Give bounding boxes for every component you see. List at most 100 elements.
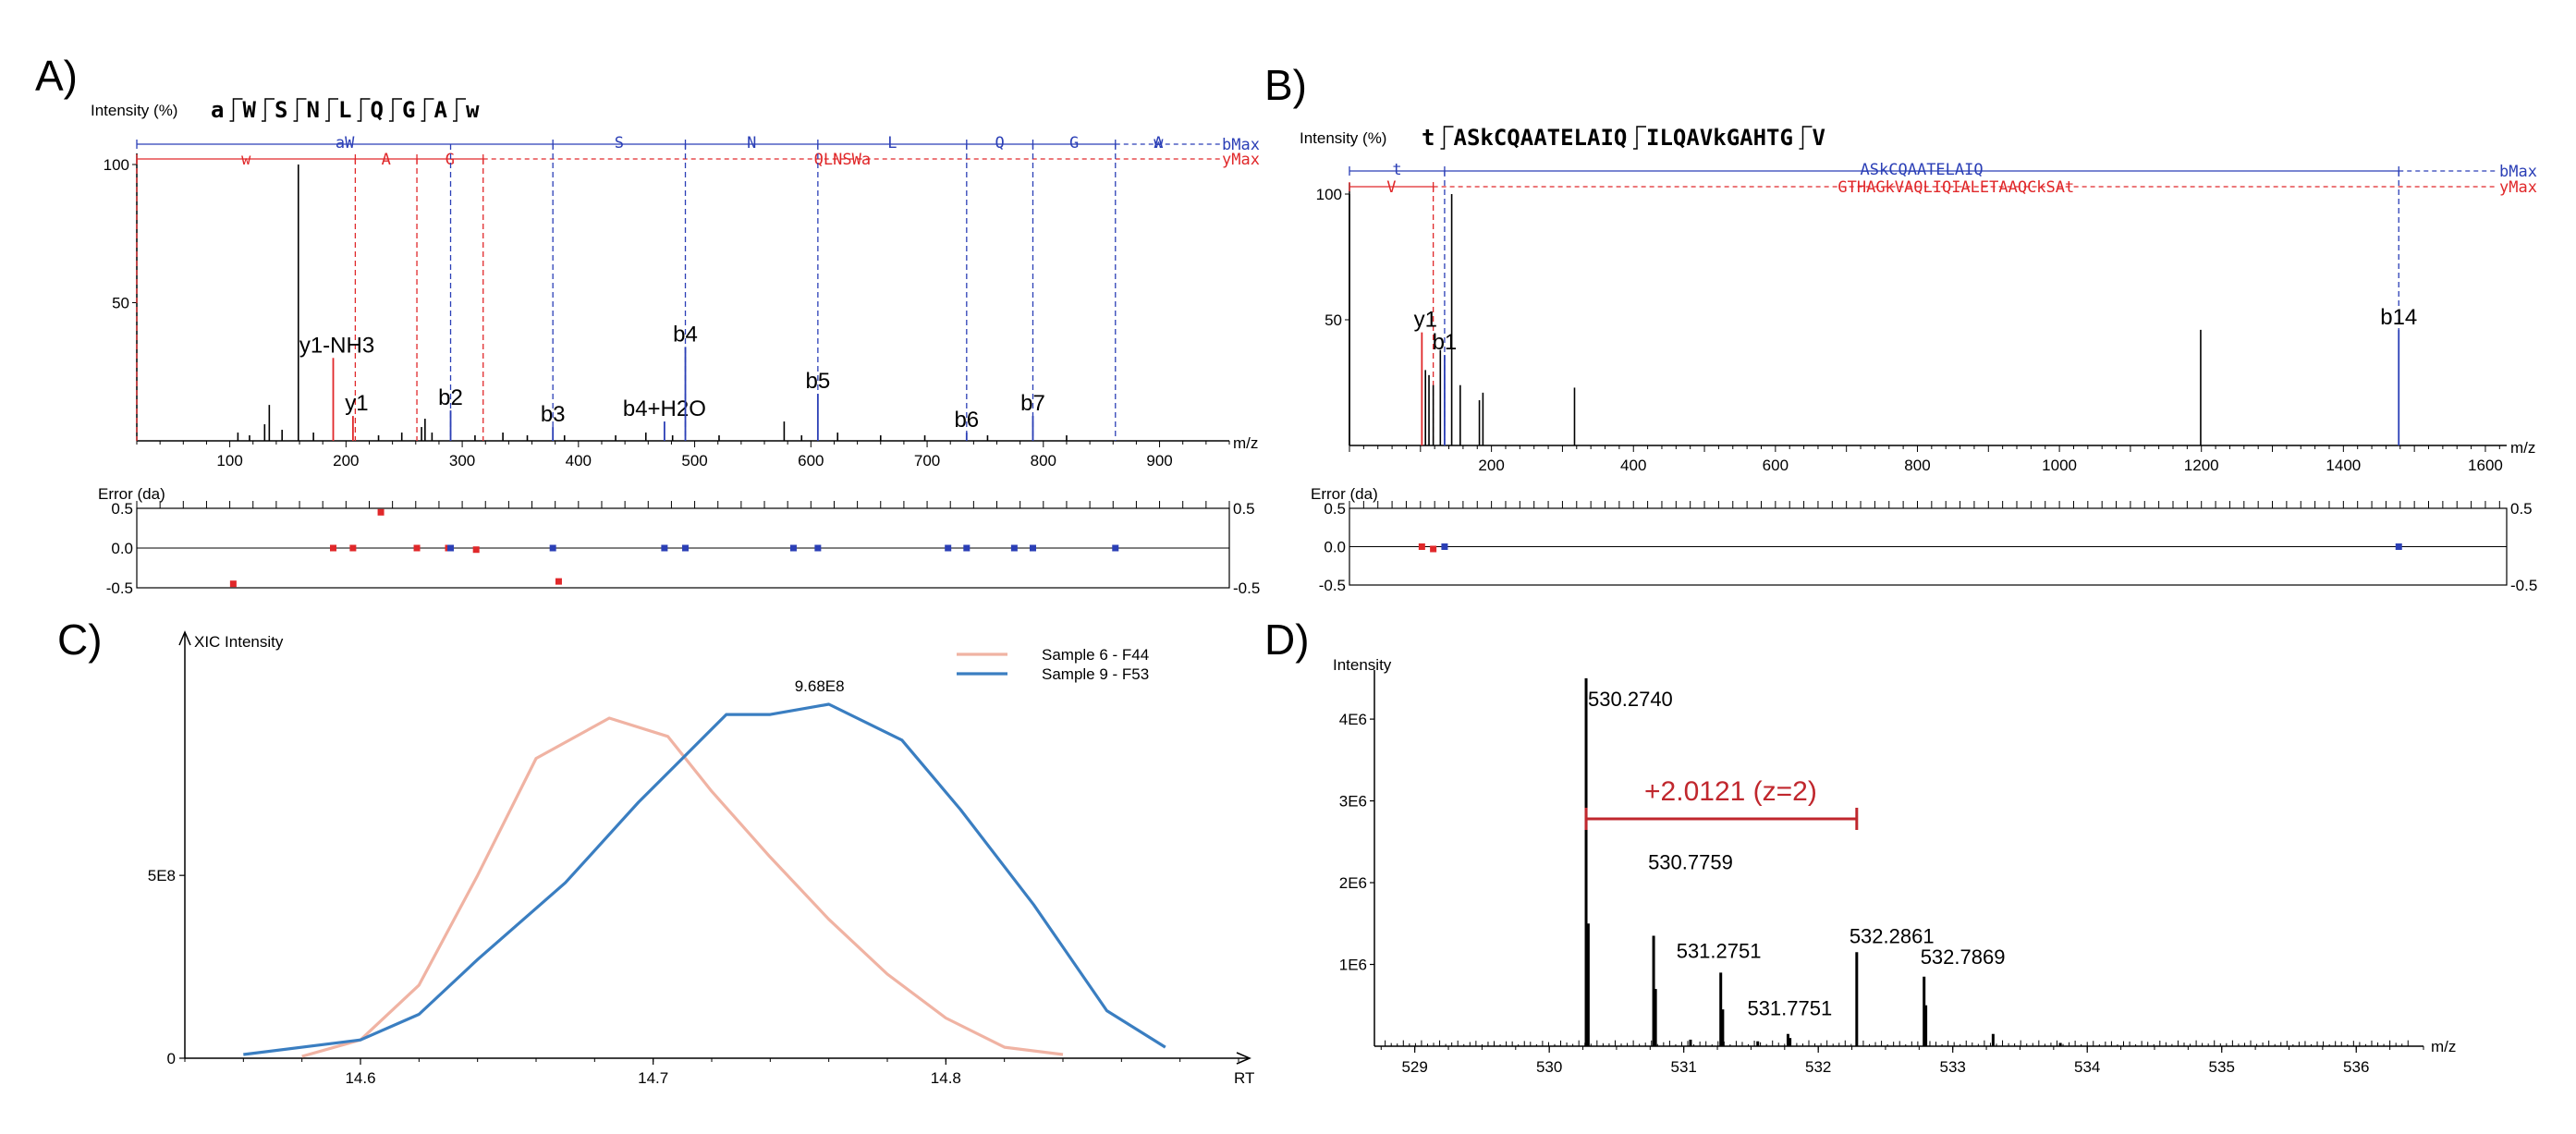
x-tick-label: 536 (2343, 1058, 2369, 1076)
b-error-point (1010, 544, 1018, 552)
y-ion-label: y1 (345, 391, 368, 416)
b-ladder-label: bMax (1222, 136, 1260, 154)
peak-mz-label: 530.7759 (1648, 851, 1733, 874)
b-ladder-residue: A (1154, 134, 1163, 152)
y-error-point (229, 580, 237, 588)
sequence-residue: A (434, 97, 448, 123)
x-tick-label: 1200 (2184, 457, 2219, 474)
error-right-tick-label: 0.5 (1233, 500, 1255, 518)
x-tick-label: 400 (566, 452, 592, 469)
y-ladder-residue: GTHAGkVAQLIQIALETAAQCkSAt (1837, 178, 2074, 197)
b-ladder-residue: t (1392, 161, 1401, 179)
x-axis-title: m/z (2431, 1038, 2456, 1055)
peak-mz-label: 531.2751 (1677, 939, 1762, 962)
x-tick-label: 800 (1904, 457, 1930, 474)
x-tick-label: 700 (914, 452, 940, 469)
x-tick-label: 535 (2209, 1058, 2235, 1076)
b-error-point (789, 544, 797, 552)
error-right-tick-label: 0.5 (2510, 500, 2533, 518)
b-error-point (1112, 544, 1119, 552)
error-y-tick-label: 0.0 (1324, 539, 1346, 556)
x-tick-label: 530 (1536, 1058, 1562, 1076)
cleavage-bracket (1799, 126, 1813, 150)
y-tick-label: 5E8 (148, 867, 176, 884)
error-y-tick-label: 0.5 (1324, 500, 1346, 518)
y-tick-label: 4E6 (1339, 711, 1367, 728)
y-tick-label: 3E6 (1339, 793, 1367, 811)
cleavage-bracket (262, 98, 275, 122)
sequence-residue: ASkCQAATELAIQ (1454, 125, 1628, 151)
b-error-point (682, 544, 690, 552)
sequence-residue: w (466, 97, 480, 123)
y-tick-label: 50 (112, 295, 129, 312)
x-tick-label: 14.7 (638, 1069, 668, 1087)
error-right-tick-label: -0.5 (2510, 577, 2537, 594)
b-ion-label: b1 (1433, 330, 1458, 355)
sequence-residue: V (1813, 125, 1825, 151)
sequence-residue: S (275, 97, 287, 123)
y-error-point (413, 544, 421, 552)
b-ladder-residue: w (1154, 134, 1164, 152)
b-error-point (963, 544, 971, 552)
y-ion-label: y1-NH3 (299, 333, 374, 358)
x-tick-label: 200 (333, 452, 359, 469)
cleavage-bracket (1633, 126, 1646, 150)
cleavage-bracket (1440, 126, 1454, 150)
y-error-point (1430, 545, 1437, 553)
cleavage-bracket (325, 98, 338, 122)
b-ion-label: b3 (541, 402, 566, 427)
panel-label-d: D) (1264, 616, 1310, 664)
error-axis-label: Error (da) (1311, 485, 1378, 503)
cleavage-bracket (421, 98, 434, 122)
x-tick-label: 800 (1031, 452, 1056, 469)
b-error-point (2395, 543, 2402, 550)
panel-c-xic: XIC Intensity RT 14.6 14.7 14.8 5E8 0 Sample 6 … (148, 630, 1254, 1087)
y-tick-label: 0 (167, 1050, 176, 1067)
x-tick-label: 200 (1478, 457, 1504, 474)
x-tick-label: 100 (216, 452, 242, 469)
error-y-tick-label: -0.5 (1319, 577, 1346, 594)
panel-label-b: B) (1264, 61, 1307, 109)
y-tick-label: 100 (104, 156, 129, 174)
b-ion-label: b14 (2380, 305, 2417, 330)
b-ion-label: b2 (438, 385, 463, 410)
x-tick-label: 14.8 (931, 1069, 961, 1087)
sequence-residue: Q (371, 97, 384, 123)
b-ion-label: b5 (806, 369, 831, 394)
peak-mz-label: 532.2861 (1850, 924, 1935, 947)
x-tick-label: 600 (1763, 457, 1789, 474)
y-error-point (330, 544, 337, 552)
b-ion-label: b4 (673, 322, 698, 347)
x-tick-label: 529 (1401, 1058, 1427, 1076)
y-error-point (377, 508, 385, 516)
sequence-residue: L (338, 97, 351, 123)
y-error-point (1418, 543, 1425, 550)
b-ladder-residue: N (747, 134, 756, 152)
y-error-point (472, 546, 480, 554)
sequence-residue: N (307, 97, 320, 123)
peak-mz-label: 530.2740 (1588, 688, 1673, 711)
b-error-point (549, 544, 556, 552)
x-axis-title: m/z (1233, 434, 1258, 452)
b-ion-label: b6 (954, 408, 979, 433)
y-ladder-residue: QLNSWa (814, 151, 871, 169)
peak-intensity-label: 9.68E8 (795, 677, 845, 695)
sequence-residue: W (243, 97, 257, 123)
y-tick-label: 100 (1316, 186, 1342, 203)
y-tick-label: 2E6 (1339, 874, 1367, 892)
b-ladder-label: bMax (2499, 163, 2537, 181)
b-error-point (1029, 544, 1036, 552)
panel-d-isotope-spectrum: Intensity m/z 529 530 531 532 533 534 535 536 4E6 3… (1333, 656, 2456, 1076)
b-ladder-residue: aW (336, 134, 355, 152)
y-ladder-residue: G (446, 151, 455, 169)
cleavage-bracket (389, 98, 402, 122)
peak-mz-label: 532.7869 (1921, 945, 2006, 969)
b-ladder-residue: S (615, 134, 624, 152)
x-tick-label: 1400 (2326, 457, 2361, 474)
x-tick-label: 534 (2074, 1058, 2100, 1076)
sequence-residue: G (402, 97, 415, 123)
b-ion-label: b4+H2O (623, 396, 706, 421)
x-tick-label: 600 (798, 452, 824, 469)
